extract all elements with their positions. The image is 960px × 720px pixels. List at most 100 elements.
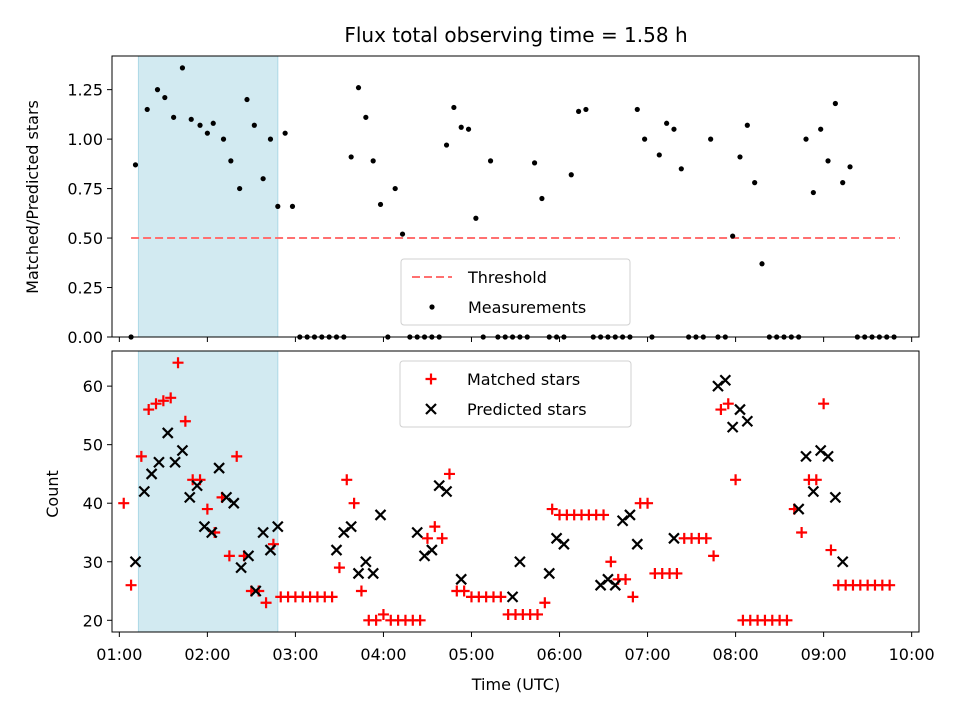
matched-star-point xyxy=(700,532,712,544)
matched-star-point xyxy=(179,415,191,427)
matched-star-point xyxy=(605,556,617,568)
predicted-star-point xyxy=(176,444,189,457)
measurement-point xyxy=(392,185,398,192)
top-series-0 xyxy=(128,65,897,340)
matched-star-point xyxy=(539,597,551,609)
matched-star-point xyxy=(421,532,433,544)
predicted-star-point xyxy=(367,567,379,580)
top-axes-frame xyxy=(111,55,920,338)
measurement-point xyxy=(678,166,684,172)
matched-star-point xyxy=(722,398,734,410)
predicted-star-point xyxy=(506,591,519,603)
measurement-point xyxy=(664,120,670,126)
measurement-point xyxy=(642,136,648,142)
predicted-star-point xyxy=(836,555,849,568)
matched-star-point xyxy=(810,474,822,486)
predicted-star-point xyxy=(514,555,526,568)
matched-star-point xyxy=(333,562,345,574)
matched-star-point xyxy=(598,509,610,521)
matched-star-point xyxy=(715,404,727,416)
x-tick-label: 08:00 xyxy=(713,645,759,664)
x-tick-label: 07:00 xyxy=(624,645,670,664)
top-y-tick-label: 1.00 xyxy=(67,130,103,149)
matched-star-point xyxy=(118,497,130,509)
measurement-point xyxy=(197,122,203,128)
predicted-star-point xyxy=(668,532,680,545)
x-tick-label: 01:00 xyxy=(96,645,142,664)
matched-star-point xyxy=(150,398,162,410)
x-tick-label: 04:00 xyxy=(360,645,406,664)
measurement-point xyxy=(377,201,384,208)
predicted-star-point xyxy=(741,415,754,428)
predicted-star-point xyxy=(360,555,372,568)
x-axis-label: Time (UTC) xyxy=(471,675,560,694)
matched-star-point xyxy=(223,550,235,562)
matched-star-point xyxy=(818,398,830,410)
bottom-y-tick-label: 60 xyxy=(83,377,103,396)
predicted-star-point xyxy=(440,485,453,498)
predicted-star-point xyxy=(352,567,365,580)
bottom-y-axis-label: Count xyxy=(43,470,62,518)
measurement-point xyxy=(275,203,281,209)
top-y-tick-label: 0.00 xyxy=(67,328,103,347)
legend-threshold-label: Threshold xyxy=(467,268,547,287)
predicted-star-point xyxy=(153,456,165,469)
measurement-point xyxy=(220,136,227,142)
measurement-point xyxy=(370,158,376,164)
predicted-star-point xyxy=(800,450,812,463)
predicted-star-point xyxy=(411,526,423,539)
predicted-star-point xyxy=(191,479,203,492)
matched-star-point xyxy=(708,550,720,562)
matched-star-point xyxy=(135,450,147,462)
predicted-star-point xyxy=(609,579,622,591)
predicted-star-point xyxy=(345,520,357,533)
predicted-star-point xyxy=(235,561,247,574)
x-tick-label: 09:00 xyxy=(801,645,847,664)
matched-star-point xyxy=(414,614,426,626)
measurement-point xyxy=(228,158,234,164)
legend-matched-label: Matched stars xyxy=(467,370,580,389)
predicted-star-point xyxy=(213,462,225,474)
x-tick-label: 03:00 xyxy=(272,645,318,664)
predicted-star-point xyxy=(719,374,732,387)
measurement-point xyxy=(179,65,186,71)
x-tick-label: 10:00 xyxy=(889,645,935,664)
matched-star-point xyxy=(429,521,441,533)
matched-star-point xyxy=(642,497,654,509)
measurement-point xyxy=(465,126,472,132)
measurement-point xyxy=(355,85,362,91)
measurement-point xyxy=(810,189,816,196)
measurement-point xyxy=(251,122,257,128)
predicted-star-point xyxy=(330,544,343,556)
predicted-star-point xyxy=(183,491,196,504)
matched-star-point xyxy=(436,532,448,544)
matched-star-point xyxy=(165,392,177,404)
matched-star-point xyxy=(796,526,808,538)
measurement-point xyxy=(363,114,369,120)
measurement-point xyxy=(737,154,743,160)
measurement-point xyxy=(730,233,736,239)
matched-star-point xyxy=(172,357,184,369)
measurement-point xyxy=(818,126,824,132)
measurement-point xyxy=(237,185,243,192)
top-legend-box xyxy=(400,258,631,326)
legend-matched-swatch xyxy=(425,373,437,385)
measurement-point xyxy=(473,215,479,221)
measurement-point xyxy=(458,124,464,130)
predicted-star-point xyxy=(455,573,467,586)
measurement-point xyxy=(154,87,161,93)
predicted-star-point xyxy=(726,421,739,433)
chart-title: Flux total observing time = 1.58 h xyxy=(344,23,687,47)
measurement-point xyxy=(487,158,494,164)
bottom-y-tick-label: 50 xyxy=(83,436,103,455)
measurement-point xyxy=(708,136,714,142)
top-shaded-region xyxy=(137,55,279,338)
bottom-axes: 20 30 40 50 60 01:00 02:00 03:00 04:00 05:00 06:00… xyxy=(83,350,935,664)
predicted-star-point xyxy=(822,450,834,463)
measurement-point xyxy=(260,176,266,182)
measurement-point xyxy=(539,195,545,202)
predicted-star-point xyxy=(145,468,158,480)
predicted-star-point xyxy=(624,509,636,521)
matched-star-point xyxy=(326,591,338,603)
measurement-point xyxy=(399,231,406,237)
